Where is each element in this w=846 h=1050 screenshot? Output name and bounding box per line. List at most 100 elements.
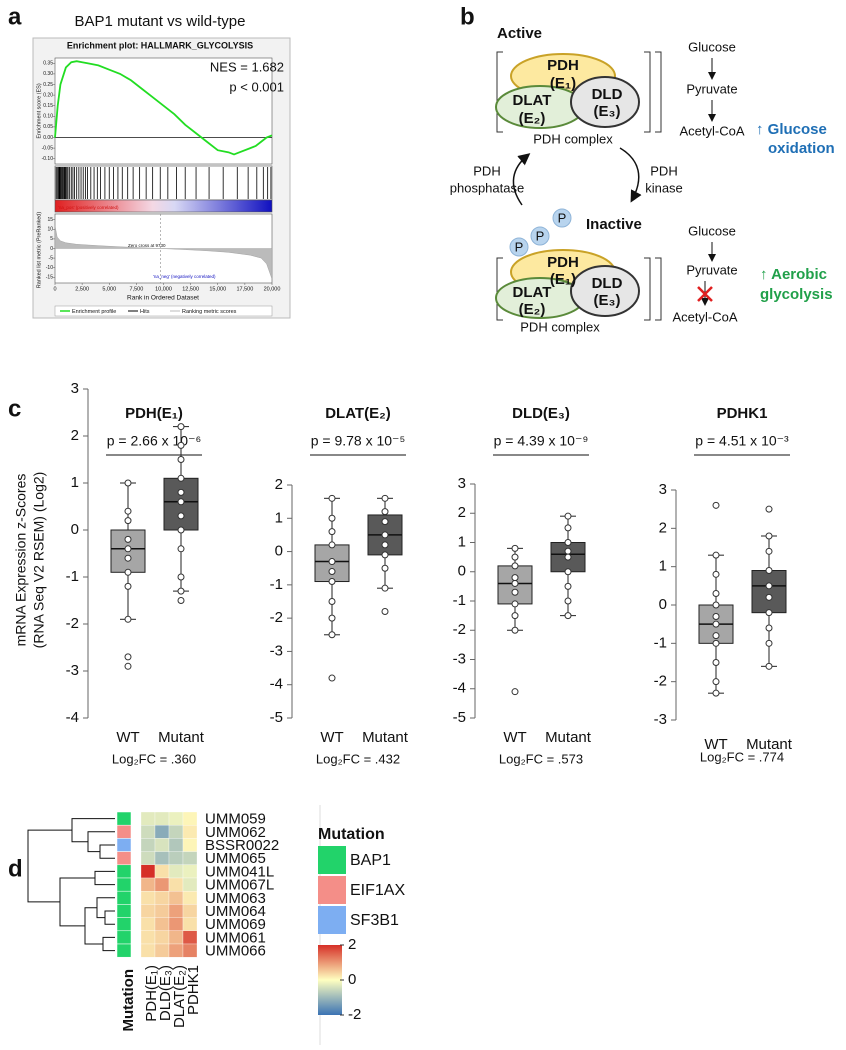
y-axis-title: Enrichment score (ES) [36, 83, 42, 138]
p-value: p = 9.78 x 10⁻⁵ [311, 433, 406, 449]
data-point [712, 501, 720, 509]
y-tick-label: 2 [659, 519, 667, 536]
annotation-cell [116, 811, 132, 826]
data-point [177, 423, 185, 431]
heat-cell [182, 851, 198, 865]
data-point [177, 456, 185, 463]
dendrogram [84, 907, 103, 945]
bracket [655, 51, 662, 133]
x-tick-label: WT [503, 729, 526, 746]
chart-title: BAP1 mutant vs wild-type [75, 13, 246, 30]
y-tick-label: 3 [71, 380, 79, 397]
heat-cell [154, 904, 170, 918]
row-label: UMM061 [205, 929, 266, 946]
heat-cell [182, 877, 198, 892]
x-tick-label: 12,500 [182, 286, 199, 292]
metabolite: Glucose [688, 39, 736, 54]
pdh-diagram: Active PDH (E₁) DLAT (E₂) DLD (E₃) PDH c… [450, 25, 835, 334]
y-tick-label: 0.25 [43, 82, 53, 88]
data-point [328, 631, 336, 639]
data-point [511, 544, 519, 552]
x-tick-label: Mutant [746, 736, 793, 753]
y-tick-label: 2 [458, 504, 466, 521]
heat-cell [140, 811, 156, 826]
data-point [765, 609, 773, 617]
enzyme: PDH [547, 57, 579, 74]
y-tick-label: 0.15 [43, 103, 53, 109]
phospho [530, 226, 550, 246]
data-point [765, 567, 773, 574]
data-point [124, 568, 132, 576]
enzyme: PDH [547, 254, 579, 271]
row-label: UMM059 [205, 811, 266, 828]
column-label: Mutation [120, 969, 137, 1031]
panel-label: a [8, 3, 22, 30]
legend-swatch [318, 876, 346, 904]
y-tick-label: 1 [659, 558, 667, 575]
rank-band [54, 199, 273, 213]
y-tick-label: 1 [71, 474, 79, 491]
phospho-label: P [536, 228, 545, 243]
chart-title: PDH(E₁) [125, 405, 183, 422]
heat-cell [140, 891, 156, 905]
dendrogram [94, 870, 115, 886]
annotation-cell [116, 824, 132, 839]
row-label: UMM067L [205, 877, 274, 894]
x-tick-label: WT [704, 736, 727, 753]
row-label: UMM064 [205, 903, 266, 920]
enzyme: DLD [592, 86, 623, 103]
data-point [712, 620, 720, 628]
y-tick-label: 0 [458, 563, 466, 580]
y-tick-label: 0 [659, 596, 667, 613]
data-point [328, 514, 336, 522]
x-tick-label: 0 [53, 286, 56, 292]
heat-cell [168, 943, 184, 958]
arrow [619, 147, 642, 203]
data-point [511, 588, 519, 596]
legend-label: Hits [140, 309, 150, 315]
heat-cell [154, 838, 170, 852]
dendrogram [71, 818, 115, 843]
dendrogram [59, 877, 95, 927]
heat-cell [182, 904, 198, 918]
data-point [381, 551, 389, 559]
data-point [381, 494, 389, 502]
data-point [177, 545, 185, 553]
annotation: Zero cross at 9730 [128, 243, 166, 248]
y2-tick-label: -5 [49, 255, 54, 261]
enzyme: (E₃) [594, 103, 621, 120]
data-point [328, 598, 336, 605]
y-tick-label: 1 [458, 533, 466, 550]
data-point [765, 582, 773, 590]
data-point [177, 512, 185, 520]
row-label: UMM066 [205, 943, 266, 960]
data-point [124, 535, 132, 543]
data-point [564, 597, 572, 605]
y-tick-label: -4 [453, 680, 466, 697]
row-label: UMM062 [205, 824, 266, 841]
legend-title: Mutation [318, 826, 385, 843]
heat-cell [140, 864, 156, 879]
data-point [381, 508, 389, 516]
outcome: ↑ Glucose [756, 121, 827, 138]
colorbar [318, 945, 342, 1015]
bracket [655, 257, 662, 321]
data-point [328, 674, 336, 682]
data-point [511, 562, 519, 570]
data-point [328, 541, 336, 549]
x-tick-label: Mutant [362, 729, 409, 746]
p-value: p = 4.51 x 10⁻³ [695, 433, 789, 449]
y-tick-label: -1 [654, 634, 667, 651]
heat-cell [168, 851, 184, 865]
heat-cell [182, 825, 198, 839]
data-point [124, 517, 132, 525]
row-label: BSSR0022 [205, 837, 279, 854]
annotation-cell [116, 890, 132, 905]
data-point [511, 579, 519, 587]
data-point [328, 528, 336, 536]
data-point [765, 505, 773, 513]
y-axis-title: mRNA Expression z-Scores [13, 474, 29, 647]
data-point [712, 678, 720, 686]
x-tick-label: 10,000 [155, 286, 172, 292]
outcome: ↑ Aerobic [760, 266, 827, 283]
